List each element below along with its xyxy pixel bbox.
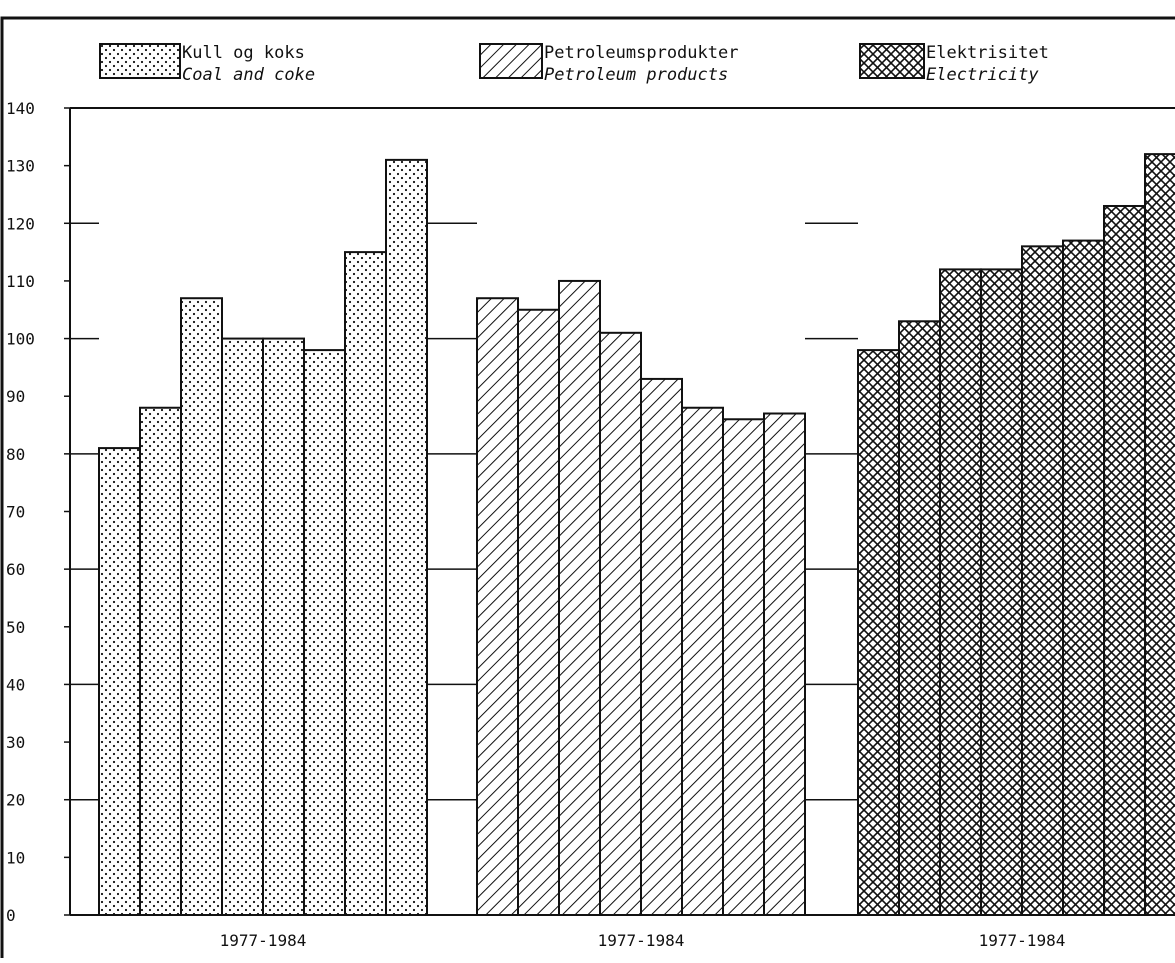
- legend: Kull og koks Coal and coke Petroleumspro…: [99, 43, 1049, 85]
- legend-label-electricity: Elektrisitet: [926, 43, 1049, 63]
- bar: [722, 418, 765, 916]
- legend-item-coal: Kull og koks Coal and coke: [99, 43, 315, 85]
- legend-item-petroleum: Petroleumsprodukter Petroleum products: [479, 43, 738, 85]
- legend-label-coal-en: Coal and coke: [182, 65, 315, 85]
- bar: [763, 412, 806, 916]
- y-tick-label: 0: [6, 906, 16, 925]
- bar: [898, 320, 941, 916]
- bar: [1144, 153, 1175, 917]
- legend-swatch-crosshatch: [859, 43, 925, 79]
- legend-swatch-dots: [99, 43, 181, 79]
- y-tick-label: 140: [6, 99, 35, 118]
- bar: [939, 268, 982, 916]
- legend-item-electricity: Elektrisitet Electricity: [859, 43, 1049, 85]
- legend-label-petroleum: Petroleumsprodukter: [544, 43, 738, 63]
- y-tick-label: 130: [6, 157, 35, 176]
- bar: [221, 337, 264, 917]
- bar-group: [857, 110, 1175, 917]
- bar: [558, 279, 601, 916]
- bar: [640, 377, 683, 916]
- y-tick-label: 50: [6, 618, 25, 637]
- bar: [980, 268, 1023, 916]
- y-tick-label: 30: [6, 733, 25, 752]
- x-group-label: 1977-1984: [220, 931, 307, 950]
- bar-group: [98, 110, 428, 917]
- legend-label-electricity-en: Electricity: [926, 65, 1039, 85]
- bar: [385, 158, 428, 916]
- legend-swatch-hatch: [479, 43, 543, 79]
- group-labels: 1977-1984 1977-1984 1977-1984: [220, 931, 1066, 950]
- y-tick-label: 80: [6, 445, 25, 464]
- legend-label-coal: Kull og koks: [182, 43, 305, 63]
- bar: [303, 349, 346, 917]
- x-group-label: 1977-1984: [979, 931, 1066, 950]
- y-tick-label: 20: [6, 791, 25, 810]
- y-tick-label: 40: [6, 675, 25, 694]
- bar: [139, 406, 182, 916]
- bar-group: [476, 110, 806, 916]
- bars: [98, 110, 1175, 917]
- y-tick-label: 60: [6, 560, 25, 579]
- bar: [180, 297, 223, 916]
- y-tick-label: 90: [6, 387, 25, 406]
- y-tick-label: 10: [6, 848, 25, 867]
- x-group-label: 1977-1984: [598, 931, 685, 950]
- bar: [1062, 239, 1105, 917]
- bar: [98, 447, 141, 916]
- bar: [599, 331, 642, 916]
- bar: [857, 349, 900, 917]
- bar: [476, 297, 519, 916]
- bar: [681, 406, 724, 916]
- y-tick-label: 120: [6, 214, 35, 233]
- bar: [344, 251, 387, 917]
- y-tick-label: 100: [6, 330, 35, 349]
- chart-frame: [0, 16, 1175, 963]
- bar: [1103, 204, 1146, 916]
- y-tick-label: 110: [6, 272, 35, 291]
- y-tick-label: 70: [6, 503, 25, 522]
- bar: [517, 308, 560, 916]
- bar: [1021, 245, 1064, 917]
- legend-label-petroleum-en: Petroleum products: [544, 65, 728, 85]
- bar: [262, 337, 305, 917]
